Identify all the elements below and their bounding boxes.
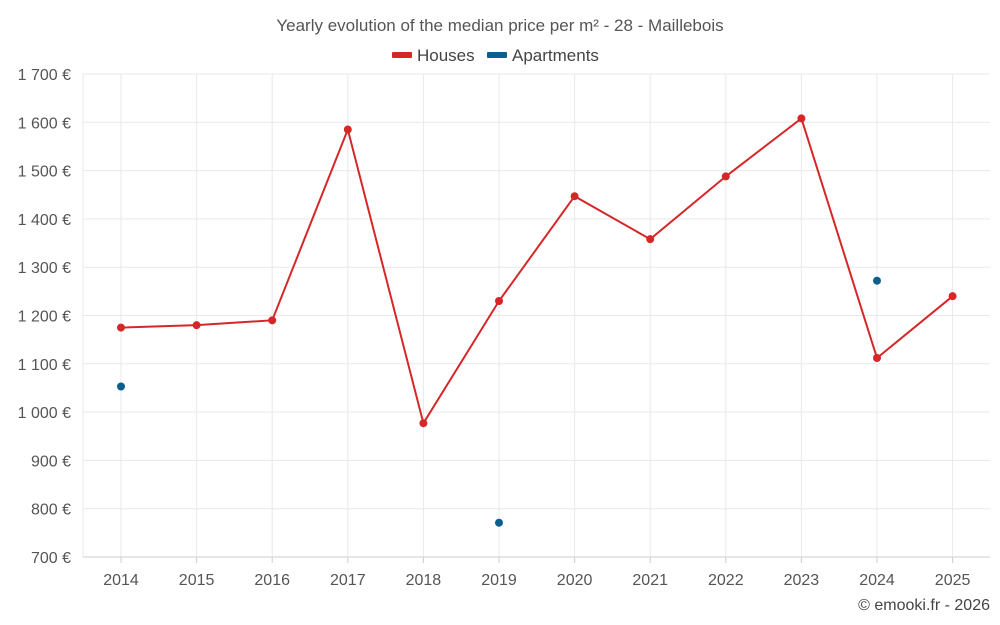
axes: 700 € 800 € 900 € 1 000 € 1 100 € 1 200 € 1 30… <box>18 67 971 589</box>
x-tick-label: 2023 <box>784 572 820 589</box>
x-tick-label: 2016 <box>254 572 290 589</box>
grid <box>82 73 990 558</box>
series-line-houses <box>120 116 954 426</box>
y-tick-label: 1 600 € <box>18 115 71 132</box>
legend-label-apartments: Apartments <box>512 46 599 65</box>
data-point-houses[interactable] <box>268 316 277 325</box>
y-tick-label: 900 € <box>31 453 71 470</box>
series-points <box>117 114 957 527</box>
y-tick-label: 1 100 € <box>18 357 71 374</box>
y-tick-label: 1 700 € <box>18 67 71 84</box>
data-point-houses[interactable] <box>419 419 428 428</box>
y-tick-label: 1 000 € <box>18 405 71 422</box>
y-tick-label: 1 300 € <box>18 260 71 277</box>
legend-label-houses: Houses <box>417 46 475 65</box>
x-tick-label: 2015 <box>179 572 215 589</box>
y-tick-label: 800 € <box>31 502 71 519</box>
data-point-houses[interactable] <box>797 114 806 123</box>
x-tick-label: 2025 <box>935 572 971 589</box>
y-tick-label: 700 € <box>31 550 71 567</box>
legend-swatch-houses <box>392 52 412 58</box>
credit: © emooki.fr - 2026 <box>858 597 990 614</box>
data-point-apartments[interactable] <box>495 518 503 527</box>
x-tick-label: 2024 <box>859 572 895 589</box>
x-tick-label: 2021 <box>632 572 668 589</box>
data-point-houses[interactable] <box>192 321 201 330</box>
x-tick-label: 2018 <box>406 572 442 589</box>
x-tick-label: 2019 <box>481 572 517 589</box>
x-tick-label: 2014 <box>103 572 139 589</box>
y-tick-label: 1 500 € <box>18 164 71 181</box>
data-point-houses[interactable] <box>646 235 655 244</box>
data-point-houses[interactable] <box>721 172 730 181</box>
x-tick-label: 2017 <box>330 572 366 589</box>
y-tick-label: 1 400 € <box>18 212 71 229</box>
y-tick-label: 1 200 € <box>18 309 71 326</box>
data-point-apartments[interactable] <box>873 276 881 285</box>
legend-item-houses[interactable]: Houses <box>392 46 475 65</box>
legend-swatch-apartments <box>487 52 507 58</box>
x-tick-label: 2020 <box>557 572 593 589</box>
data-point-houses[interactable] <box>117 323 125 332</box>
series-lines <box>120 116 954 426</box>
data-point-houses[interactable] <box>343 125 352 134</box>
data-point-houses[interactable] <box>495 297 503 306</box>
chart-title: Yearly evolution of the median price per… <box>276 16 723 35</box>
legend-item-apartments[interactable]: Apartments <box>487 46 599 65</box>
legend: Houses Apartments <box>392 46 599 65</box>
data-point-houses[interactable] <box>948 292 957 301</box>
data-point-houses[interactable] <box>570 192 579 201</box>
data-point-houses[interactable] <box>873 354 881 363</box>
data-point-apartments[interactable] <box>117 382 125 391</box>
x-tick-label: 2022 <box>708 572 744 589</box>
